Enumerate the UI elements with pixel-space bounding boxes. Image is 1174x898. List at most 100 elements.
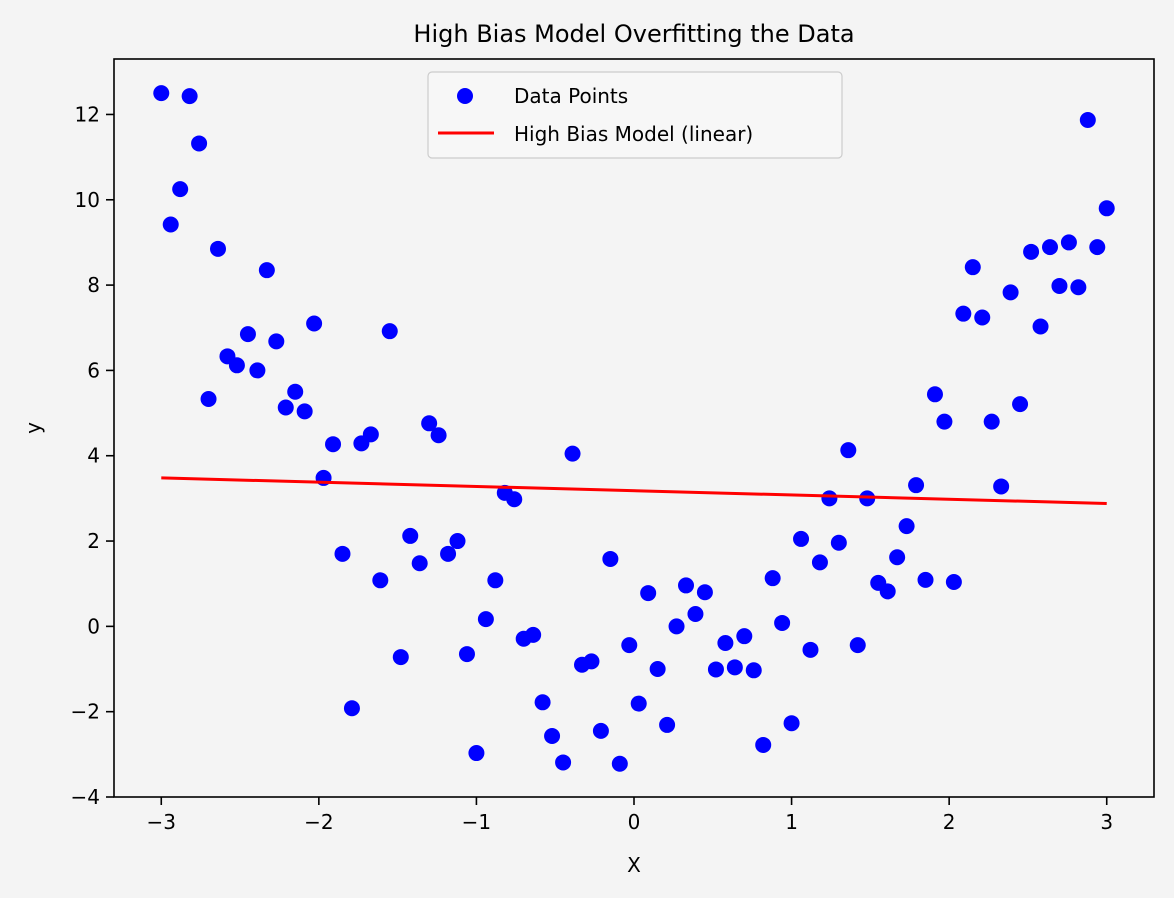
data-point — [525, 626, 542, 643]
data-point — [506, 491, 523, 508]
data-point — [430, 427, 447, 444]
data-point — [974, 309, 991, 326]
data-point — [372, 572, 389, 589]
y-tick-label: 6 — [87, 358, 100, 382]
data-point — [717, 635, 734, 652]
data-point — [592, 722, 609, 739]
data-point — [1060, 234, 1077, 251]
data-point — [659, 716, 676, 733]
x-tick-label: −2 — [304, 810, 333, 834]
legend-label-data-points: Data Points — [514, 84, 628, 108]
data-point — [392, 649, 409, 666]
data-point — [889, 549, 906, 566]
data-point — [555, 754, 572, 771]
data-point — [983, 413, 1000, 430]
data-point — [162, 216, 179, 233]
data-point — [258, 262, 275, 279]
data-point — [898, 518, 915, 535]
data-point — [411, 555, 428, 572]
data-point — [736, 628, 753, 645]
data-point — [544, 727, 561, 744]
x-tick-label: −3 — [147, 810, 176, 834]
data-point — [477, 611, 494, 628]
data-point — [334, 545, 351, 562]
x-tick-label: 1 — [785, 810, 798, 834]
data-point — [1042, 239, 1058, 256]
data-point — [1032, 318, 1049, 335]
data-point — [630, 695, 647, 712]
data-point — [696, 584, 713, 601]
x-tick-label: −1 — [462, 810, 491, 834]
data-point — [458, 646, 475, 663]
data-point — [840, 442, 857, 459]
y-tick-label: −2 — [71, 700, 100, 724]
y-ticks: −4 −2 0 2 4 6 8 10 12 — [71, 102, 114, 809]
data-point — [239, 326, 256, 343]
data-point — [1089, 239, 1106, 256]
data-point — [583, 653, 600, 670]
y-tick-label: 0 — [87, 614, 100, 638]
data-point — [421, 415, 438, 432]
data-point — [1098, 200, 1115, 217]
data-point — [172, 181, 189, 198]
data-point — [964, 259, 981, 276]
data-point — [1070, 279, 1087, 296]
x-ticks: −3 −2 −1 0 1 2 3 — [147, 797, 1113, 834]
plot-frame — [113, 58, 1155, 798]
data-point — [1023, 243, 1040, 260]
data-point — [487, 572, 504, 589]
data-point — [621, 637, 638, 654]
x-tick-label: 0 — [628, 810, 641, 834]
data-point — [993, 478, 1010, 495]
data-point — [793, 530, 810, 547]
legend-label-model-line: High Bias Model (linear) — [514, 122, 753, 146]
data-point — [1012, 396, 1029, 413]
data-point — [402, 527, 419, 544]
data-point — [210, 240, 226, 257]
data-point — [153, 85, 170, 102]
data-point — [249, 362, 266, 379]
data-point — [821, 490, 838, 507]
y-axis-label: y — [21, 422, 45, 434]
data-point — [268, 333, 285, 350]
data-point — [611, 755, 628, 772]
data-point — [726, 659, 743, 676]
y-tick-label: 12 — [75, 102, 100, 126]
data-point — [879, 583, 896, 600]
data-point — [802, 641, 819, 658]
data-point — [381, 323, 398, 340]
data-point — [362, 426, 379, 443]
data-point — [745, 662, 762, 679]
data-point — [649, 661, 666, 678]
y-tick-label: −4 — [71, 785, 100, 809]
data-point — [468, 745, 485, 762]
data-point — [707, 661, 724, 678]
y-tick-label: 4 — [87, 444, 100, 468]
data-point — [191, 135, 208, 152]
marks — [153, 85, 1115, 772]
data-point — [687, 605, 704, 622]
data-point — [343, 700, 360, 717]
data-point — [755, 736, 772, 753]
data-point — [764, 570, 781, 587]
data-point — [440, 545, 457, 562]
data-point — [287, 383, 304, 400]
legend: Data Points High Bias Model (linear) — [427, 71, 843, 159]
data-point — [449, 533, 466, 550]
data-point — [908, 477, 925, 494]
data-point — [602, 550, 619, 567]
data-point — [640, 585, 657, 602]
data-point — [830, 534, 847, 551]
data-point — [774, 614, 791, 631]
data-point — [1002, 284, 1019, 301]
data-point — [926, 386, 943, 403]
data-point — [228, 357, 245, 374]
data-point — [1079, 112, 1096, 129]
data-point — [678, 577, 694, 594]
data-point — [306, 315, 323, 332]
y-tick-label: 2 — [87, 529, 100, 553]
model-fit-line — [161, 476, 1107, 506]
x-axis-label: X — [627, 853, 641, 877]
data-point — [200, 390, 217, 407]
data-point — [783, 715, 800, 732]
